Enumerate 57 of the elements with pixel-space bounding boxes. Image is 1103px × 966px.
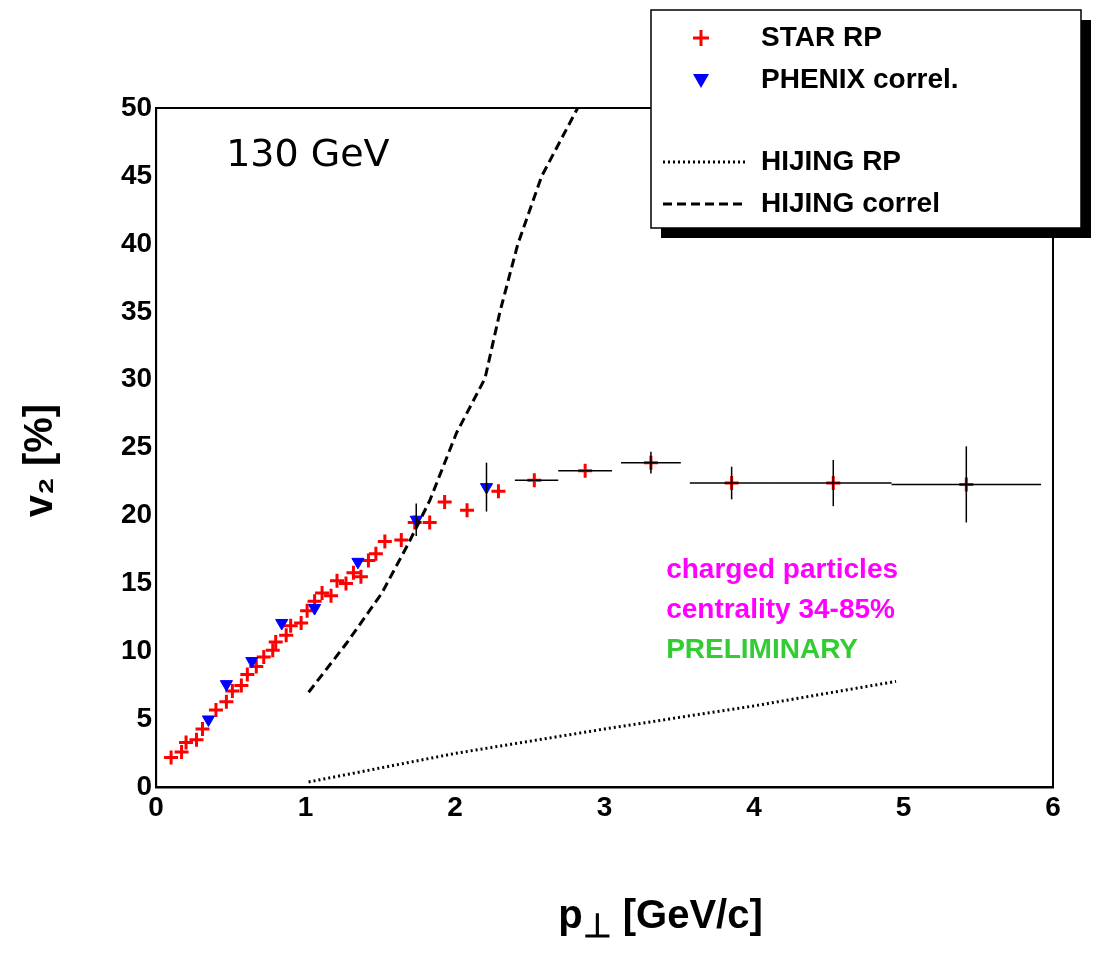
x-tick-label: 5 <box>895 790 912 822</box>
point <box>489 482 507 500</box>
point <box>264 641 282 659</box>
y-tick-label: 30 <box>120 362 153 394</box>
legend-label: STAR RP <box>761 20 882 52</box>
point <box>292 614 310 632</box>
y-tick-label: 5 <box>136 702 153 734</box>
point <box>255 648 273 666</box>
point <box>177 734 195 752</box>
point <box>188 731 205 749</box>
x-tick-label: 4 <box>746 790 763 822</box>
annotation: 130 GeV <box>226 131 390 175</box>
annotation: centrality 34-85% <box>666 593 896 624</box>
x-axis-title: p$_{⊥}$ [GeV/c] <box>557 892 764 945</box>
point <box>232 676 250 694</box>
annotation: charged particles <box>666 553 899 584</box>
x-tick-label: 2 <box>447 790 463 822</box>
y-tick-label: 20 <box>120 498 153 530</box>
annotation: PRELIMINARY <box>666 633 859 664</box>
point <box>275 618 289 631</box>
y-tick-label: 45 <box>120 158 153 190</box>
point <box>162 749 180 767</box>
point <box>223 682 241 700</box>
point <box>376 532 394 550</box>
x-tick-label: 6 <box>1045 790 1061 822</box>
point <box>277 626 295 644</box>
x-tick-label: 3 <box>596 790 613 822</box>
point <box>392 531 410 549</box>
point <box>247 657 265 675</box>
point <box>193 720 211 738</box>
y-tick-label: 50 <box>120 90 153 122</box>
x-tick-label: 1 <box>297 790 314 822</box>
y-tick-label: 10 <box>120 634 153 666</box>
point <box>308 604 322 616</box>
point <box>217 693 235 711</box>
y-axis-title: v₂ [%] <box>15 403 61 518</box>
point <box>421 513 439 531</box>
y-tick-label: 25 <box>120 430 153 462</box>
y-tick-label: 40 <box>120 226 153 258</box>
y-tick-label: 15 <box>120 566 153 598</box>
line-series <box>307 679 898 784</box>
point <box>436 493 454 511</box>
point <box>201 715 216 727</box>
legend-label: PHENIX correl. <box>761 62 959 94</box>
point <box>207 701 225 719</box>
point <box>173 743 191 761</box>
legend-label: HIJING RP <box>761 144 902 176</box>
point <box>245 657 259 669</box>
point <box>351 557 365 570</box>
legend-label: HIJING correl <box>761 186 940 218</box>
point <box>282 617 300 635</box>
point <box>367 545 385 563</box>
y-tick-label: 35 <box>120 294 153 326</box>
point <box>238 666 256 684</box>
point <box>458 501 476 519</box>
point <box>267 633 285 651</box>
point <box>219 680 233 692</box>
